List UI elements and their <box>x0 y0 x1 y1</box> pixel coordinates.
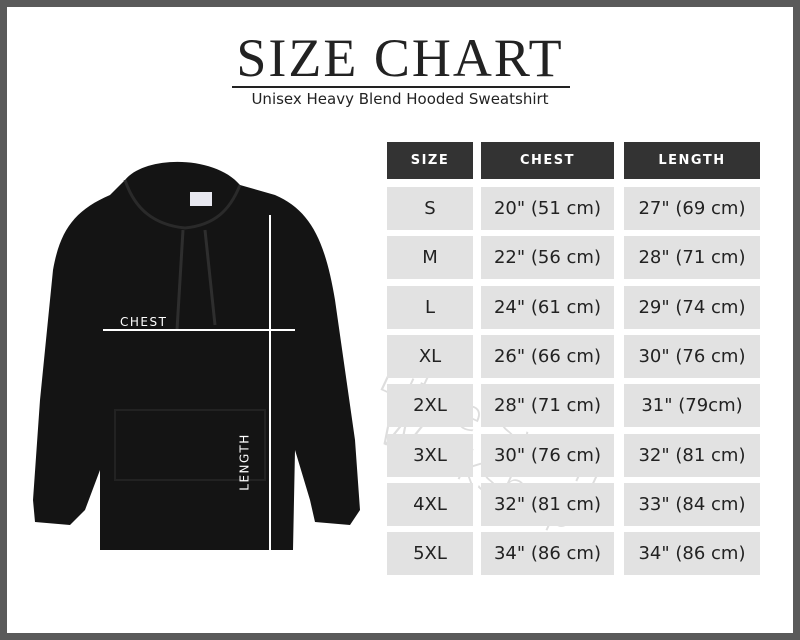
chest-cell: 24" (61 cm) <box>481 285 614 329</box>
length-cell: 34" (86 cm) <box>624 532 760 576</box>
size-cell: S <box>387 187 473 230</box>
chest-cell: 22" (56 cm) <box>481 236 614 280</box>
title-underline <box>232 86 570 88</box>
length-cell: 29" (74 cm) <box>624 285 760 329</box>
page-title: SIZE CHART <box>236 28 564 88</box>
hoodie-illustration <box>33 161 360 555</box>
chest-cell: 28" (71 cm) <box>481 384 614 428</box>
chest-cell: 26" (66 cm) <box>481 334 614 378</box>
length-cell: 32" (81 cm) <box>624 433 760 477</box>
size-cell: 2XL <box>387 384 473 428</box>
size-cell: XL <box>387 334 473 378</box>
column-header-length: LENGTH <box>624 142 760 179</box>
length-cell: 31" (79cm) <box>624 384 760 428</box>
size-cell: L <box>387 285 473 329</box>
length-cell: 27" (69 cm) <box>624 187 760 230</box>
size-cell: M <box>387 236 473 280</box>
length-cell: 30" (76 cm) <box>624 334 760 378</box>
chest-cell: 32" (81 cm) <box>481 482 614 526</box>
column-header-size: SIZE <box>387 142 473 179</box>
chest-cell: 34" (86 cm) <box>481 532 614 576</box>
length-cell: 33" (84 cm) <box>624 482 760 526</box>
size-cell: 4XL <box>387 482 473 526</box>
size-cell: 3XL <box>387 433 473 477</box>
length-label: LENGTH <box>237 433 252 491</box>
size-cell: 5XL <box>387 532 473 576</box>
chest-cell: 20" (51 cm) <box>481 187 614 230</box>
column-header-chest: CHEST <box>481 142 614 179</box>
page-subtitle: Unisex Heavy Blend Hooded Sweatshirt <box>251 90 549 108</box>
chest-label: CHEST <box>120 315 168 329</box>
length-cell: 28" (71 cm) <box>624 236 760 280</box>
chest-cell: 30" (76 cm) <box>481 433 614 477</box>
